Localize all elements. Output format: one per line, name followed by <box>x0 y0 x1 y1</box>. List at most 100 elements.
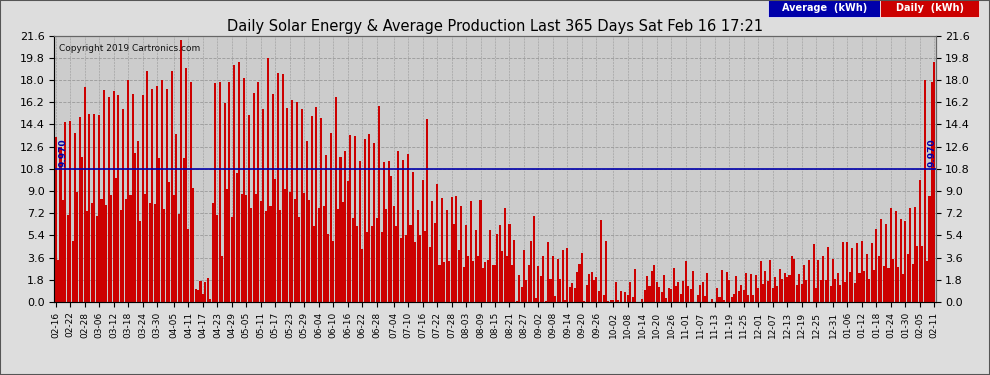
Bar <box>757 288 759 302</box>
Bar <box>885 224 887 302</box>
Bar <box>492 266 494 302</box>
Bar <box>482 268 484 302</box>
Bar <box>204 282 206 302</box>
Bar <box>586 285 588 302</box>
Bar <box>209 299 211 302</box>
Bar <box>875 229 877 302</box>
Bar <box>832 260 834 302</box>
Bar <box>137 141 139 302</box>
Bar <box>771 288 773 302</box>
Bar <box>388 161 390 302</box>
Bar <box>313 226 315 302</box>
Bar <box>749 274 752 302</box>
Bar <box>610 300 612 302</box>
Bar <box>702 282 704 302</box>
Bar <box>467 256 469 302</box>
Bar <box>868 279 870 302</box>
Bar <box>617 300 619 302</box>
Bar <box>472 261 474 302</box>
Bar <box>281 74 283 302</box>
Bar <box>603 295 605 302</box>
Bar <box>904 220 907 302</box>
Bar <box>716 288 718 302</box>
Bar <box>76 192 78 302</box>
Bar <box>192 188 194 302</box>
Bar <box>224 104 226 302</box>
Bar <box>835 279 837 302</box>
Bar <box>88 114 90 302</box>
Bar <box>634 269 636 302</box>
Bar <box>583 301 585 302</box>
Bar <box>429 247 431 302</box>
Bar <box>759 261 761 302</box>
Bar <box>516 301 518 302</box>
Bar <box>74 133 76 302</box>
Bar <box>470 201 472 302</box>
Bar <box>853 284 855 302</box>
Bar <box>156 86 158 302</box>
Bar <box>115 178 117 302</box>
Bar <box>878 256 880 302</box>
Text: Daily  (kWh): Daily (kWh) <box>896 3 963 13</box>
Bar <box>506 256 508 302</box>
Bar <box>122 110 125 302</box>
Bar <box>846 242 848 302</box>
Bar <box>298 217 301 302</box>
Bar <box>79 117 81 302</box>
Bar <box>632 297 634 302</box>
Bar <box>71 241 73 302</box>
Bar <box>272 94 274 302</box>
Bar <box>873 270 875 302</box>
Bar <box>153 204 155 302</box>
Bar <box>689 289 692 302</box>
Bar <box>375 218 378 302</box>
Bar <box>895 211 897 302</box>
Bar <box>528 265 530 302</box>
Bar <box>390 176 392 302</box>
Bar <box>658 287 660 302</box>
Bar <box>284 189 286 302</box>
Bar <box>308 200 310 302</box>
Bar <box>521 287 523 302</box>
Bar <box>368 134 370 302</box>
Bar <box>380 232 382 302</box>
Bar <box>825 280 827 302</box>
Bar <box>677 282 679 302</box>
Bar <box>919 180 921 302</box>
Bar <box>450 197 452 302</box>
Bar <box>255 194 257 302</box>
Bar <box>719 297 721 302</box>
Bar <box>544 301 546 302</box>
Bar <box>699 285 701 302</box>
Bar <box>675 286 677 302</box>
Bar <box>608 301 610 302</box>
Bar <box>880 219 882 302</box>
Bar <box>784 273 786 302</box>
Bar <box>163 209 165 302</box>
Bar <box>779 269 781 302</box>
Bar <box>922 246 924 302</box>
Bar <box>110 195 112 302</box>
Bar <box>140 220 142 302</box>
Bar <box>246 195 248 302</box>
Bar <box>511 266 513 302</box>
Bar <box>724 300 726 302</box>
Bar <box>349 135 351 302</box>
Bar <box>262 108 264 302</box>
Bar <box>207 278 209 302</box>
Bar <box>912 264 914 302</box>
Bar <box>402 160 404 302</box>
Bar <box>127 81 129 302</box>
Bar <box>788 275 791 302</box>
Bar <box>870 243 872 302</box>
Bar <box>197 290 199 302</box>
Bar <box>165 89 167 302</box>
Bar <box>173 195 175 302</box>
Bar <box>581 252 583 302</box>
Bar <box>848 272 850 302</box>
Bar <box>432 201 434 302</box>
Bar <box>101 198 103 302</box>
Bar <box>509 224 511 302</box>
Bar <box>496 234 498 302</box>
Bar <box>477 256 479 302</box>
